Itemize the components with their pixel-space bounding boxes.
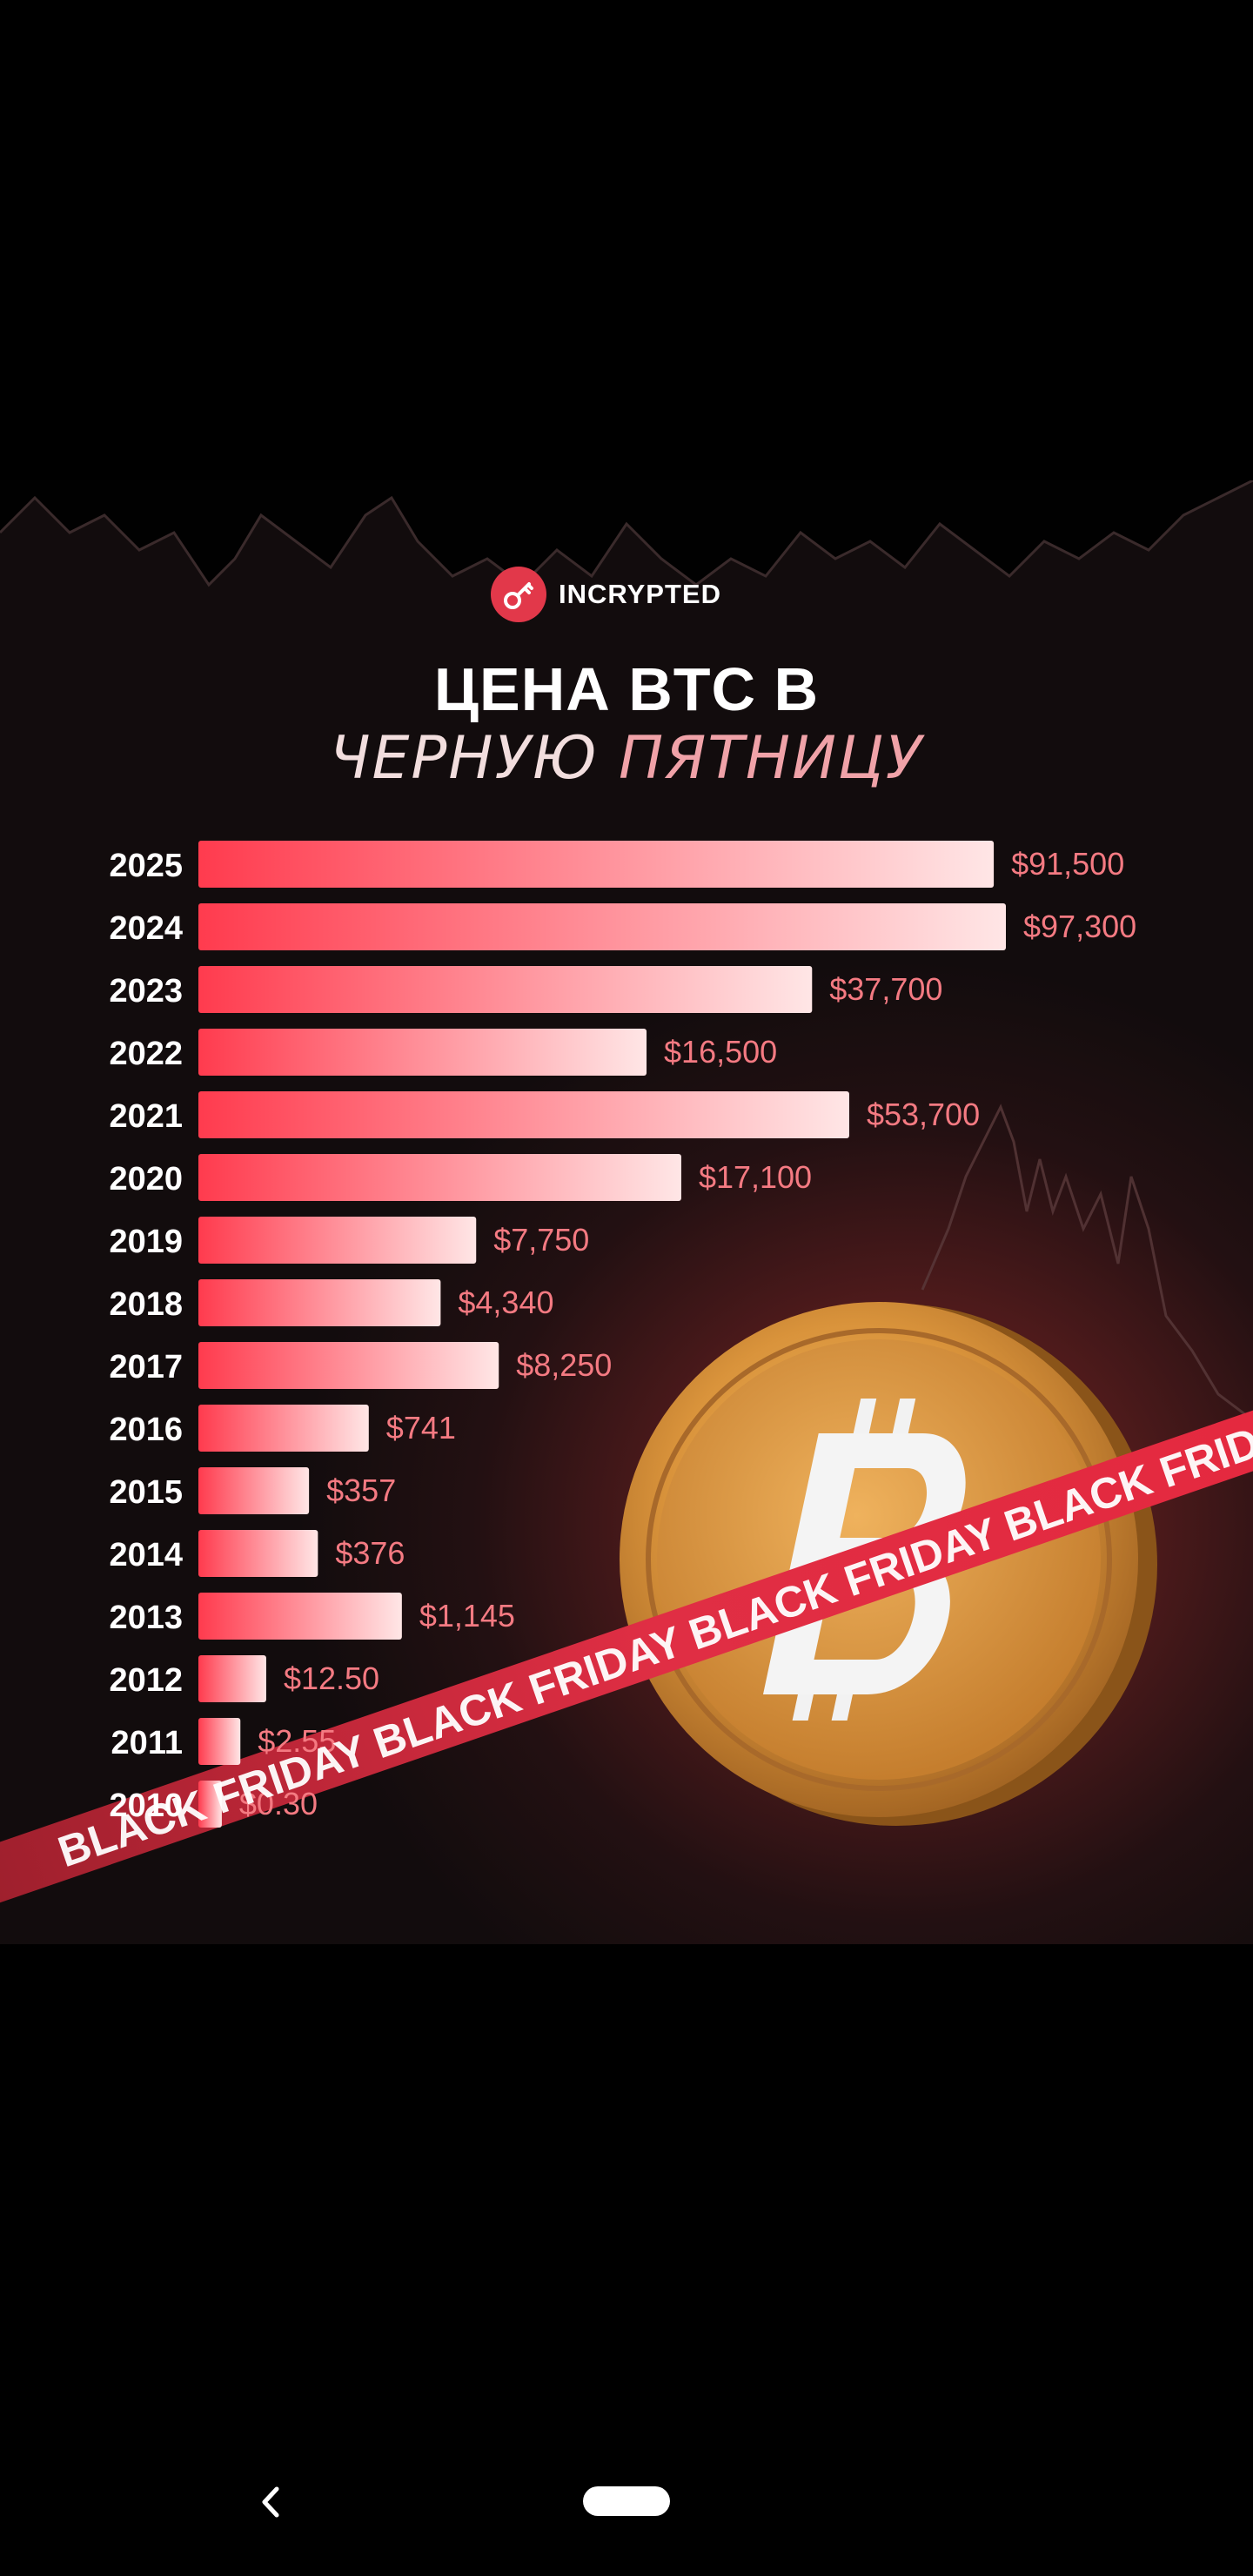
value-label: $8,250 — [516, 1347, 612, 1383]
value-label: $741 — [386, 1410, 456, 1446]
bar — [198, 1655, 266, 1702]
year-label: 2025 — [109, 848, 183, 884]
year-label: 2024 — [109, 910, 183, 947]
value-label: $0.30 — [239, 1786, 318, 1821]
black-friday-ribbon — [0, 1377, 1253, 1914]
value-label: $4,340 — [458, 1285, 553, 1320]
value-label: $2.55 — [258, 1723, 336, 1759]
value-label: $16,500 — [664, 1034, 777, 1070]
btc-price-bar-chart: 2025 $91,500 2024 $97,300 2023 $37,700 2022 $16… — [52, 841, 1253, 1876]
year-label: 2019 — [109, 1224, 183, 1260]
year-label: 2022 — [109, 1036, 183, 1072]
coin-rim — [646, 1328, 1112, 1791]
value-label: $1,145 — [419, 1598, 515, 1633]
year-label: 2015 — [109, 1474, 183, 1511]
bar — [198, 1593, 402, 1640]
title-line-1: ЦЕНА BTC В — [433, 655, 820, 723]
bars-group: 2025 $91,500 2024 $97,300 2023 $37,700 2022 $16… — [109, 841, 1136, 1828]
title-line-2: ЧЕРНУЮ ПЯТНИЦУ — [0, 724, 1253, 793]
year-label: 2012 — [109, 1662, 183, 1699]
bar — [198, 1467, 310, 1514]
bar — [198, 1718, 241, 1765]
value-label: $37,700 — [829, 971, 942, 1007]
background-decoration — [0, 480, 1253, 1914]
bar — [198, 966, 813, 1013]
price-silhouette-top-line — [0, 480, 1253, 587]
value-label: $97,300 — [1023, 909, 1136, 944]
home-pill-icon[interactable] — [583, 2486, 670, 2516]
year-label: 2014 — [109, 1537, 183, 1573]
value-label: $53,700 — [867, 1097, 980, 1132]
bar — [198, 1091, 849, 1138]
year-label: 2010 — [109, 1788, 183, 1824]
year-label: 2020 — [109, 1161, 183, 1197]
year-label: 2018 — [109, 1286, 183, 1323]
value-label: $7,750 — [493, 1222, 589, 1258]
price-silhouette-right — [921, 1104, 1253, 1422]
bar — [198, 1530, 318, 1577]
year-label: 2021 — [109, 1098, 183, 1135]
bar — [198, 1342, 499, 1389]
title-line-2-part-a: ЧЕРНУЮ — [329, 724, 620, 793]
value-label: $91,500 — [1011, 846, 1124, 882]
bar — [198, 1405, 369, 1452]
year-label: 2017 — [109, 1349, 183, 1385]
bar — [198, 1154, 681, 1201]
value-label: $17,100 — [699, 1159, 812, 1195]
infographic-poster: INCRYPTED ЦЕНА BTC В ЧЕРНУЮ ПЯТНИЦУ 2025… — [0, 480, 1253, 1944]
bar — [198, 1279, 441, 1326]
value-label: $12.50 — [284, 1660, 379, 1696]
bar — [198, 1217, 477, 1264]
brand-logo: INCRYPTED — [491, 564, 721, 625]
key-icon — [491, 567, 546, 622]
year-label: 2016 — [109, 1412, 183, 1448]
year-label: 2023 — [109, 973, 183, 1010]
title-line-2-part-b: ПЯТНИЦУ — [619, 724, 924, 793]
brand-name: INCRYPTED — [559, 579, 721, 609]
value-label: $357 — [326, 1472, 396, 1508]
bar — [198, 903, 1006, 950]
bar — [198, 841, 995, 888]
bar — [198, 1029, 647, 1076]
value-label: $376 — [335, 1535, 405, 1571]
price-silhouette-top — [0, 480, 1253, 585]
bar — [198, 1781, 222, 1828]
year-label: 2011 — [111, 1725, 183, 1761]
chevron-left-icon[interactable] — [252, 2479, 291, 2526]
year-label: 2013 — [109, 1600, 183, 1636]
